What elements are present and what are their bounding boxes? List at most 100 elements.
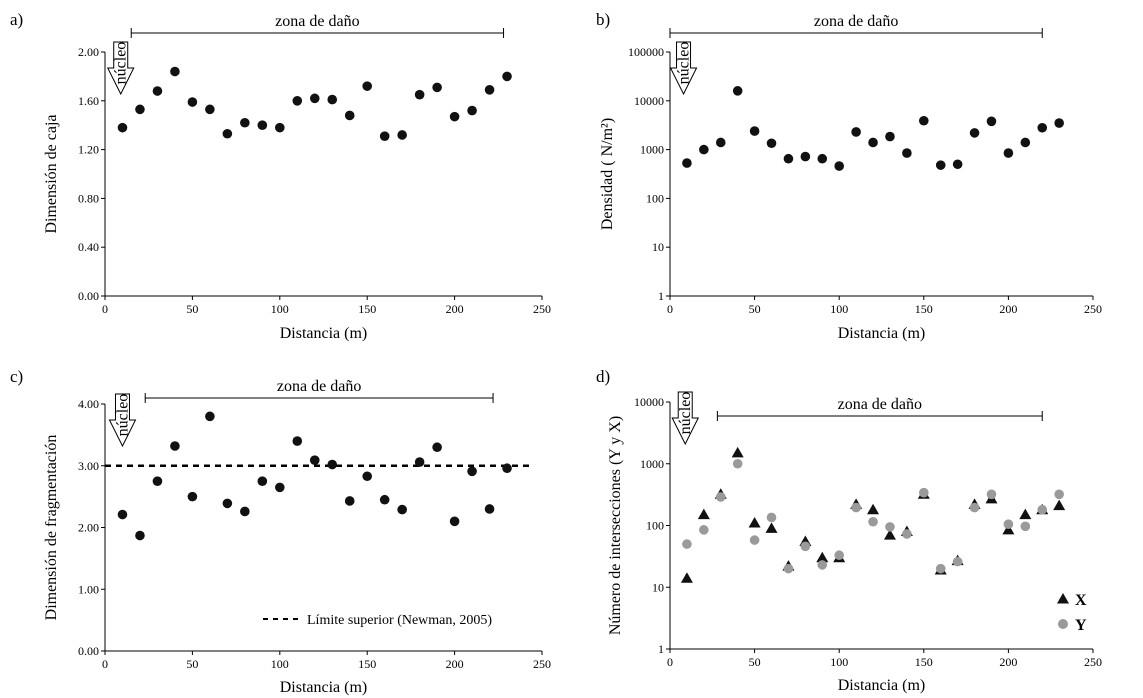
data-point <box>1054 489 1064 500</box>
series-0 <box>117 411 512 541</box>
data-point <box>817 560 828 570</box>
legend-label: Y <box>1075 617 1087 634</box>
data-point <box>432 82 442 93</box>
x-axis-label: Distancia (m) <box>280 679 368 696</box>
data-point <box>748 516 761 528</box>
data-point <box>732 458 743 469</box>
data-point <box>715 137 726 148</box>
data-point <box>800 151 811 162</box>
y-tick-label: 1.20 <box>78 143 99 157</box>
data-point <box>379 494 390 505</box>
data-point <box>135 104 145 115</box>
data-point <box>816 551 829 563</box>
data-point <box>1002 523 1015 535</box>
data-point <box>766 138 777 149</box>
data-point <box>205 411 215 422</box>
data-point <box>1003 519 1014 529</box>
y-tick-label: 10000 <box>634 395 664 409</box>
data-point <box>275 122 285 133</box>
data-point <box>397 504 407 515</box>
x-tick-label: 200 <box>999 302 1017 316</box>
y-tick-label: 100000 <box>628 45 664 59</box>
data-point <box>919 115 929 126</box>
data-point <box>834 550 844 561</box>
data-point <box>952 556 963 567</box>
data-point <box>275 482 285 493</box>
x-tick-label: 100 <box>271 657 289 671</box>
data-point <box>868 516 878 527</box>
reference-legend-label: Límite superior (Newman, 2005) <box>307 613 492 628</box>
x-tick-label: 200 <box>446 302 464 316</box>
data-point <box>765 522 778 533</box>
nucleo-arrow-icon: núcleo <box>108 393 137 448</box>
x-tick-label: 50 <box>186 302 198 316</box>
data-point <box>834 161 844 171</box>
legend-marker-triangle-icon <box>1057 593 1069 604</box>
x-tick-label: 250 <box>1084 302 1102 316</box>
data-point <box>467 105 477 116</box>
data-point <box>1053 499 1066 511</box>
data-point <box>170 66 180 77</box>
data-point <box>362 471 373 482</box>
data-point <box>502 463 512 474</box>
damage-zone-bracket: zona de daño <box>130 13 505 38</box>
data-point <box>699 525 709 535</box>
panel-label: b) <box>596 10 610 29</box>
x-tick-label: 150 <box>915 302 933 316</box>
x-axis-label: Distancia (m) <box>838 325 926 342</box>
x-tick-label: 50 <box>186 657 198 671</box>
data-point <box>682 158 692 168</box>
y-tick-label: 2.00 <box>78 521 99 535</box>
data-point <box>467 466 477 477</box>
x-axis-label: Distancia (m) <box>280 325 368 342</box>
data-point <box>117 122 128 133</box>
data-point <box>1019 508 1032 520</box>
data-point <box>902 148 912 158</box>
nucleo-label: núcleo <box>113 42 130 85</box>
chart-panel-c: c) 0 50 100 150 200 250 0.00 1.00 2.00 3.00 4.00 Dis… <box>10 367 551 696</box>
data-point <box>851 127 861 137</box>
data-point <box>170 441 180 451</box>
nucleo-arrow-shape <box>106 41 135 96</box>
y-axis-label: Densidad ( N/m²) <box>599 118 616 230</box>
data-point <box>309 93 320 104</box>
data-point <box>414 457 425 467</box>
x-tick-label: 50 <box>749 302 761 316</box>
data-point <box>1020 521 1031 532</box>
y-tick-label: 100 <box>646 519 664 533</box>
x-tick-label: 250 <box>533 657 551 671</box>
data-point <box>969 128 980 138</box>
damage-zone-bracket: zona de daño <box>669 13 1043 38</box>
y-tick-label: 0.80 <box>78 191 99 205</box>
data-point <box>187 97 198 107</box>
y-tick-label: 1 <box>658 289 664 303</box>
data-point <box>885 131 895 142</box>
data-point <box>1020 137 1031 148</box>
data-point <box>883 529 896 540</box>
data-point <box>902 529 912 539</box>
series-0 <box>117 66 512 141</box>
nucleo-arrow-shape <box>669 41 698 96</box>
data-point <box>397 130 407 140</box>
damage-zone-bracket: zona de daño <box>716 396 1043 421</box>
data-point <box>327 459 338 470</box>
y-tick-label: 4.00 <box>78 397 99 411</box>
data-point <box>309 455 320 465</box>
x-tick-label: 0 <box>667 302 673 316</box>
data-point <box>449 516 460 527</box>
data-point <box>344 110 355 121</box>
data-point <box>240 117 250 128</box>
data-point <box>344 496 355 506</box>
y-tick-label: 10 <box>652 240 664 254</box>
x-axis-label: Distancia (m) <box>838 677 926 694</box>
data-point <box>484 504 495 514</box>
x-tick-label: 150 <box>915 655 933 669</box>
x-tick-label: 0 <box>102 657 108 671</box>
data-point <box>935 160 946 170</box>
y-tick-label: 1 <box>658 642 664 656</box>
y-tick-label: 1.00 <box>78 582 99 596</box>
data-point <box>699 144 709 155</box>
x-tick-label: 200 <box>446 657 464 671</box>
data-point <box>1037 122 1048 133</box>
